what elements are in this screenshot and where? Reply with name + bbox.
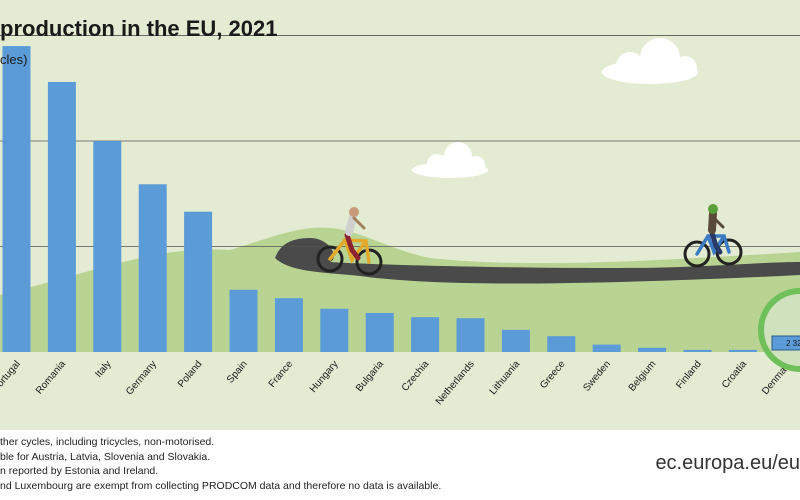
bar-italy — [93, 141, 122, 352]
bar-lithuania — [501, 329, 530, 352]
x-tick-label: Spain — [225, 359, 250, 386]
x-tick-label: Italy — [93, 359, 113, 380]
x-tick-label: Romania — [34, 359, 68, 397]
bar-croatia — [728, 349, 757, 352]
x-tick-label: Germany — [124, 359, 159, 398]
x-tick-label: Poland — [176, 359, 204, 390]
x-tick-label: Bulgaria — [354, 359, 386, 395]
bar-germany — [138, 184, 167, 352]
x-tick-label: Portugal — [0, 359, 23, 395]
bar-spain — [229, 289, 258, 352]
bar-poland — [184, 211, 213, 352]
footnote: ther cycles, including tricycles, non-mo… — [0, 436, 215, 448]
source-link[interactable]: ec.europa.eu/eu — [655, 452, 800, 474]
chart-subtitle: cles) — [0, 52, 28, 67]
bar-czechia — [411, 317, 440, 352]
bar-netherlands — [456, 318, 485, 352]
x-axis-labels: Portugal Romania Italy Germany Poland Spain Fr… — [0, 358, 795, 407]
footnote: n reported by Estonia and Ireland. — [0, 465, 159, 477]
x-tick-label: Lithuania — [488, 359, 523, 398]
chart-title: production in the EU, 2021 — [0, 16, 278, 41]
bar-france — [274, 298, 303, 352]
x-tick-label: Croatia — [720, 359, 749, 391]
road — [275, 238, 800, 284]
x-tick-label: Sweden — [581, 359, 613, 394]
x-tick-label: Hungary — [308, 359, 341, 395]
x-tick-label: Finland — [674, 359, 704, 391]
cyclist-icon — [683, 204, 743, 268]
bar-hungary — [320, 308, 349, 352]
footnote: nd Luxembourg are exempt from collecting… — [0, 480, 442, 492]
cyclist-icon — [316, 207, 383, 276]
gridlines — [0, 35, 800, 247]
bar-bulgaria — [365, 312, 394, 352]
x-tick-label: Belgium — [627, 359, 659, 394]
bar-portugal — [2, 46, 31, 353]
bar-greece — [547, 336, 576, 352]
x-tick-label: Greece — [538, 359, 568, 392]
x-tick-label: Netherlands — [434, 359, 477, 407]
bar-sweden — [592, 344, 621, 352]
bar-finland — [683, 349, 712, 352]
x-tick-label: Czechia — [400, 359, 432, 394]
x-tick-label: France — [267, 359, 296, 390]
bar-chart: Portugal Romania Italy Germany Poland Spain Fr… — [0, 35, 800, 407]
bars — [2, 46, 757, 353]
footer: ther cycles, including tricycles, non-mo… — [0, 430, 800, 500]
cloud-icon — [412, 142, 488, 178]
cloud-icon — [602, 38, 698, 84]
highlight-value-label: 2 320 — [786, 339, 800, 348]
bar-romania — [47, 81, 76, 352]
bar-belgium — [638, 347, 667, 352]
footnote: ble for Austria, Latvia, Slovenia and Sl… — [0, 451, 211, 463]
magnifier: 2 320 — [758, 288, 800, 372]
